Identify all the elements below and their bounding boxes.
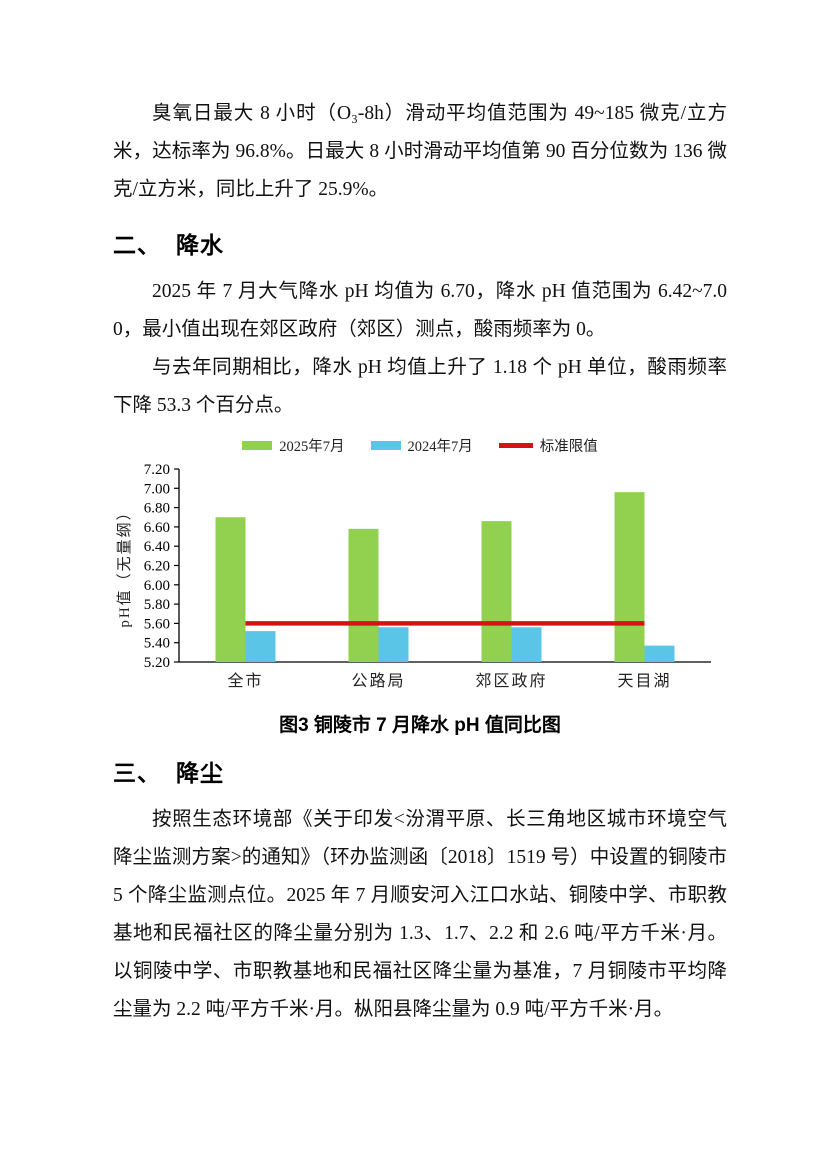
bar-2024年7月-郊区政府 bbox=[511, 627, 542, 662]
y-tick-label: 5.80 bbox=[144, 597, 170, 613]
chart-caption: 图3 铜陵市 7 月降水 pH 值同比图 bbox=[279, 715, 561, 736]
x-category-label: 郊区政府 bbox=[475, 672, 547, 690]
ph-bar-chart-svg: 5.20 5.40 5.60 5.80 6.00 6.20 6.40 6.60 6.80 7.00… bbox=[116, 462, 711, 690]
paragraph-dust: 按照生态环境部《关于印发<汾渭平原、长三角地区城市环境空气降尘监测方案>的通知》… bbox=[113, 809, 727, 1020]
paragraph-ph-compare: 与去年同期相比，降水 pH 均值上升了 1.18 个 pH 单位，酸雨频率下降 … bbox=[113, 357, 727, 416]
x-category-label: 公路局 bbox=[351, 672, 405, 690]
bar-2025年7月-公路局 bbox=[348, 528, 379, 662]
legend-label-2024: 2024年7月 bbox=[407, 439, 473, 455]
x-category-label: 全市 bbox=[227, 672, 263, 690]
y-tick-label: 7.00 bbox=[144, 481, 170, 497]
section-heading-rain: 二、 降水 bbox=[113, 226, 727, 264]
legend-item-2025: 2025年7月 bbox=[242, 435, 345, 456]
section-title: 降尘 bbox=[176, 760, 224, 786]
y-tick-label: 6.00 bbox=[144, 578, 170, 594]
y-tick-label: 5.60 bbox=[144, 616, 170, 632]
ph-chart-canvas: 5.20 5.40 5.60 5.80 6.00 6.20 6.40 6.60 6.80 7.00… bbox=[113, 462, 725, 696]
y-tick-label: 7.20 bbox=[144, 462, 170, 478]
x-category-label: 天目湖 bbox=[617, 672, 671, 690]
ph-comparison-figure: 2025年7月 2024年7月 标准限值 5.20 5.40 5.60 5.80 6.0… bbox=[113, 435, 727, 737]
y-tick-label: 6.20 bbox=[144, 559, 170, 575]
legend-item-2024: 2024年7月 bbox=[370, 435, 473, 456]
y-tick-label: 6.40 bbox=[144, 539, 170, 555]
legend-label-limit: 标准限值 bbox=[539, 439, 598, 455]
y-tick-label: 5.40 bbox=[144, 636, 170, 652]
bar-2024年7月-全市 bbox=[245, 631, 276, 662]
legend-swatch-limit-line bbox=[498, 443, 533, 448]
legend-item-limit: 标准限值 bbox=[498, 435, 598, 456]
bar-2025年7月-郊区政府 bbox=[481, 521, 512, 662]
bar-2024年7月-公路局 bbox=[378, 627, 409, 662]
section-number: 二、 bbox=[113, 232, 161, 258]
y-tick-label: 6.80 bbox=[144, 501, 170, 517]
section-heading-dust: 三、 降尘 bbox=[113, 754, 727, 792]
paragraph-ph-summary: 2025 年 7 月大气降水 pH 均值为 6.70，降水 pH 值范围为 6.… bbox=[113, 281, 727, 340]
bar-2024年7月-天目湖 bbox=[644, 645, 675, 662]
bar-2025年7月-天目湖 bbox=[614, 492, 645, 662]
legend-label-2025: 2025年7月 bbox=[279, 439, 345, 455]
bar-2025年7月-全市 bbox=[215, 517, 246, 662]
y-axis-title: pH值（无量纲） bbox=[116, 503, 133, 627]
y-tick-label: 5.20 bbox=[144, 655, 170, 671]
section-number: 三、 bbox=[113, 760, 161, 786]
legend-swatch-2024 bbox=[370, 441, 401, 450]
legend-swatch-2025 bbox=[242, 441, 273, 450]
chart-legend: 2025年7月 2024年7月 标准限值 bbox=[113, 435, 727, 456]
section-title: 降水 bbox=[176, 232, 224, 258]
paragraph-ozone: 臭氧日最大 8 小时（O₃-8h）滑动平均值范围为 49~185 微克/立方米，… bbox=[113, 103, 727, 200]
y-tick-label: 6.60 bbox=[144, 520, 170, 536]
